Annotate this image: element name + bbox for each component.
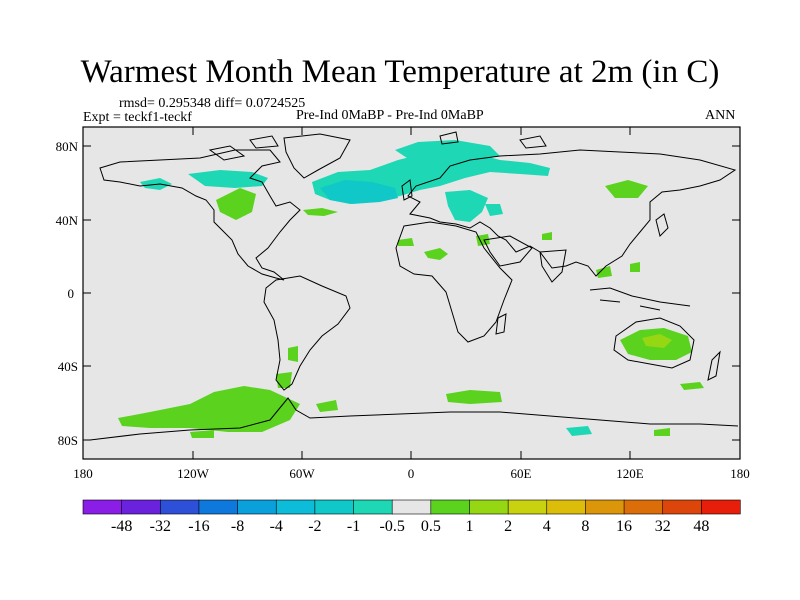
anomaly-north-atlantic [320,180,398,204]
anomaly-sahara-east [424,248,448,260]
anomaly-sahara [398,238,414,246]
coast-africa [395,221,513,343]
anomaly-south-america [288,346,298,362]
plot-title: Warmest Month Mean Temperature at 2m (in… [80,54,720,90]
colorbar-swatch [198,499,239,515]
colorbar-swatch [546,499,587,515]
coast-new-zealand [707,350,721,381]
colorbar-label: 32 [655,518,671,535]
colorbar-label: 48 [693,518,709,535]
colorbar-swatch [121,499,161,515]
colorbar-label: -4 [270,518,283,535]
coast-south-america [263,275,351,391]
colorbar-swatch [469,499,509,515]
anomaly-scandinavia [395,140,500,160]
lon-label-180w: 180 [73,466,93,481]
colorbar [82,499,741,515]
anomaly-antarctic-main [118,386,300,432]
colorbar-label: 2 [504,518,512,535]
colorbar-label: 0.5 [421,518,441,535]
anomaly-mideast [476,234,490,246]
coast-antarctica [89,397,739,441]
anomaly-south-pacific [680,382,704,390]
coast-arctic-islands [208,131,547,161]
anomaly-canada [216,188,256,220]
axis-ticks [83,127,740,459]
colorbar-swatch [353,499,393,515]
coast-arabia [483,235,533,267]
coast-indonesia [589,287,691,311]
anomaly-southern-ocean [446,390,502,404]
lat-label-80n: 80N [56,139,79,154]
colorbar-label: -2 [308,518,321,535]
colorbar-swatch [275,499,316,515]
coast-greenland [283,133,351,179]
anomaly-greenland [188,170,268,188]
colorbar-swatch [507,499,548,515]
lat-label-40n: 40N [56,213,79,228]
colorbar-label: 16 [616,518,632,535]
colorbar-labels: -48 -32 -16 -8 -4 -2 -1 -0.5 0.5 1 2 4 8 16 32 48 [111,518,709,535]
axis-labels: 80N 40N 0 40S 80S 180 120W 60W 0 60E 120… [56,139,750,481]
experiment-label: Expt = teckf1-teckf [83,110,192,125]
colorbar-swatch [159,499,200,515]
lon-label-60e: 60E [511,466,532,481]
colorbar-label: 4 [543,518,551,535]
colorbar-swatch [314,499,355,515]
anomaly-antarctic-small [316,400,338,412]
anomaly-caspian [485,204,503,216]
colorbar-swatch [82,499,123,515]
colorbar-swatch [585,499,625,515]
lon-label-60w: 60W [289,466,315,481]
colorbar-label: -32 [150,518,171,535]
anomaly-fill-layer [118,140,704,438]
lat-label-0: 0 [68,286,75,301]
colorbar-label: -1 [347,518,360,535]
coast-madagascar [495,313,507,335]
coast-north-america [99,149,301,281]
anomaly-antarctic-east [654,428,670,436]
anomaly-europe [445,190,488,222]
lat-label-80s: 80S [58,433,78,448]
stats-label: rmsd= 0.295348 diff= 0.0724525 [119,96,306,111]
coastline-layer [89,131,739,441]
colorbar-label: -48 [111,518,132,535]
colorbar-swatch [623,499,664,515]
colorbar-swatch [662,499,702,515]
colorbar-label: 1 [465,518,473,535]
lon-label-180e: 180 [730,466,750,481]
anomaly-patagonia [276,372,292,388]
anomaly-us-east [303,208,338,216]
anomaly-se-asia [596,266,612,278]
center-label: Pre-Ind 0MaBP - Pre-Ind 0MaBP [296,108,484,123]
lon-label-0: 0 [408,466,415,481]
coast-japan [655,213,669,237]
anomaly-siberia-east [605,180,648,198]
coast-india [539,249,567,283]
anomaly-arabia [542,232,552,240]
colorbar-label: -0.5 [380,518,405,535]
season-label: ANN [705,108,736,123]
lon-label-120w: 120W [177,466,210,481]
colorbar-label: -8 [231,518,244,535]
coast-uk [401,179,413,201]
coast-australia [613,317,695,369]
anomaly-west-pacific [630,262,640,272]
anomaly-australia-core [642,334,672,348]
anomaly-antarctic-cyan [566,426,592,436]
lon-major-ticks [192,127,631,459]
anomaly-antarctic-west [190,430,214,438]
colorbar-swatch [430,499,471,515]
lat-major-ticks [83,145,740,441]
colorbar-label: -16 [188,518,209,535]
colorbar-swatch [391,499,432,515]
colorbar-swatch [237,499,277,515]
lon-label-120e: 120E [616,466,644,481]
colorbar-label: 8 [581,518,589,535]
lat-label-40s: 40S [58,359,78,374]
colorbar-swatch [701,499,741,515]
coast-eurasia [407,149,737,277]
